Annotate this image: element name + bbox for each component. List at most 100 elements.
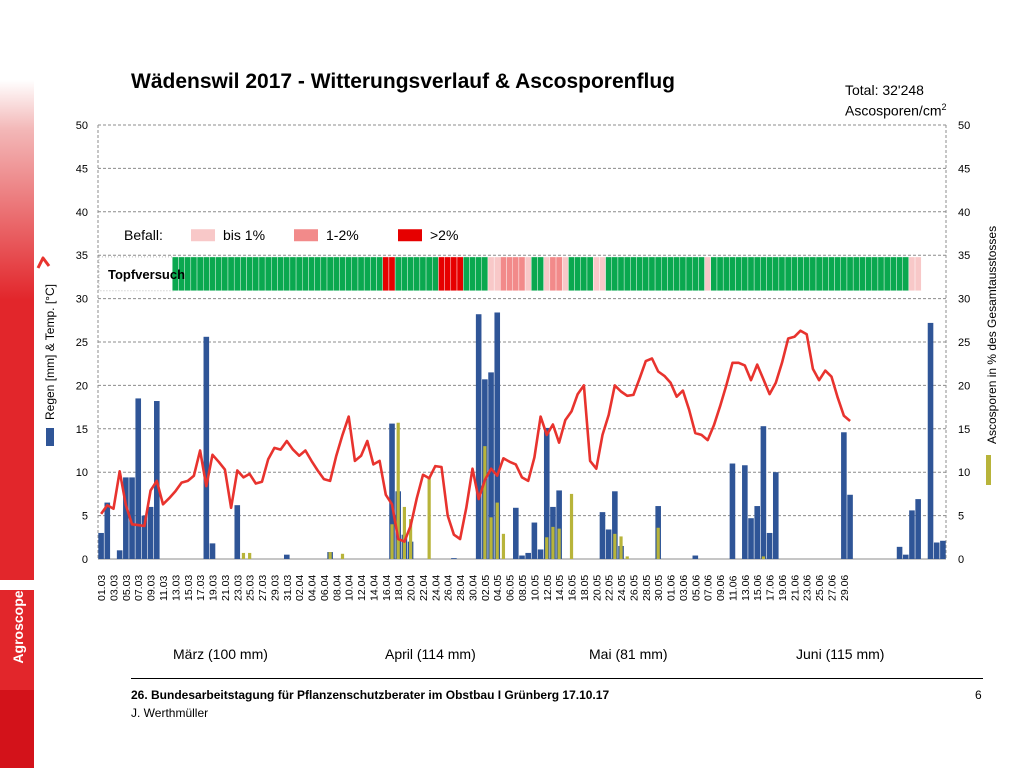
rain-bar bbox=[129, 477, 135, 559]
x-tick-label: 19.03 bbox=[208, 575, 220, 601]
infection-day-none bbox=[196, 256, 204, 291]
infection-day-none bbox=[803, 256, 811, 291]
infection-day-none bbox=[370, 256, 377, 291]
x-tick-label: 19.06 bbox=[777, 575, 789, 601]
x-tick-label: 05.06 bbox=[690, 575, 702, 601]
total-spores-value: Total: 32'248 bbox=[845, 82, 924, 98]
infection-day-none bbox=[184, 256, 192, 291]
footer-author: J. Werthmüller bbox=[131, 706, 209, 720]
infection-day-high bbox=[456, 256, 464, 291]
spore-bar bbox=[340, 553, 345, 559]
rain-bar bbox=[543, 427, 550, 559]
spore-bar bbox=[551, 526, 555, 559]
infection-day-none bbox=[753, 256, 761, 291]
x-tick-label: 13.03 bbox=[170, 575, 182, 601]
infection-day-none bbox=[630, 256, 637, 291]
x-tick-label: 06.04 bbox=[319, 575, 331, 601]
x-tick-label: 27.03 bbox=[257, 575, 269, 601]
x-tick-label: 25.03 bbox=[245, 575, 257, 601]
x-tick-label: 29.06 bbox=[839, 575, 851, 601]
x-tick-label: 12.05 bbox=[542, 575, 554, 601]
rain-bar bbox=[494, 312, 501, 559]
infection-day-none bbox=[215, 256, 222, 291]
rain-bar bbox=[940, 540, 946, 559]
infection-day-none bbox=[271, 256, 278, 291]
infection-day-none bbox=[413, 256, 421, 291]
infection-day-none bbox=[747, 256, 755, 291]
infection-day-none bbox=[586, 256, 594, 291]
rain-bar bbox=[766, 532, 773, 559]
infection-day-none bbox=[617, 256, 625, 291]
rain-legend-swatch bbox=[46, 428, 54, 446]
x-tick-label: 03.06 bbox=[678, 575, 690, 601]
rain-bar bbox=[519, 555, 525, 559]
rain-bar bbox=[123, 477, 129, 559]
infection-day-none bbox=[642, 256, 650, 291]
infection-day-none bbox=[741, 256, 749, 291]
infection-day-none bbox=[710, 256, 718, 291]
infection-day-low bbox=[543, 256, 551, 291]
x-tick-label: 12.04 bbox=[356, 575, 368, 601]
x-tick-label: 01.06 bbox=[666, 575, 678, 601]
infection-day-none bbox=[246, 256, 253, 291]
infection-day-none bbox=[685, 256, 693, 291]
infection-day-none bbox=[376, 256, 383, 291]
y-tick-label-left: 50 bbox=[76, 120, 88, 132]
x-tick-label: 22.04 bbox=[418, 575, 430, 601]
brand-sidebar bbox=[0, 0, 34, 580]
y-tick-label-left: 15 bbox=[76, 424, 88, 436]
infection-day-none bbox=[648, 256, 656, 291]
month-label-april: April (114 mm) bbox=[385, 646, 476, 662]
x-tick-label: 22.05 bbox=[604, 575, 616, 601]
infection-day-none bbox=[623, 256, 631, 291]
spore-legend-swatch bbox=[986, 455, 991, 485]
infection-day-none bbox=[481, 256, 489, 291]
infection-day-none bbox=[846, 256, 854, 291]
spore-bar bbox=[248, 552, 252, 559]
month-label-june: Juni (115 mm) bbox=[796, 646, 885, 662]
rain-bar bbox=[556, 490, 562, 559]
infection-day-low bbox=[592, 256, 600, 291]
infection-day-low bbox=[487, 256, 495, 291]
infection-day-none bbox=[760, 256, 767, 291]
rain-bar bbox=[841, 432, 847, 559]
rain-bar bbox=[729, 463, 736, 559]
infection-day-none bbox=[568, 256, 575, 291]
y-axis-label-left: Regen [mm] & Temp. [°C] bbox=[43, 284, 57, 420]
infection-day-none bbox=[289, 256, 297, 291]
legend-swatch bbox=[191, 229, 215, 242]
infection-day-none bbox=[574, 256, 582, 291]
brand-sidebar-footer bbox=[0, 690, 34, 768]
chart-title: Wädenswil 2017 - Witterungsverlauf & Asc… bbox=[131, 70, 675, 93]
rain-bar bbox=[742, 465, 748, 559]
temperature-line bbox=[100, 329, 851, 543]
infection-day-none bbox=[469, 256, 476, 291]
y-tick-label-right: 15 bbox=[958, 424, 970, 436]
rain-bar bbox=[135, 398, 142, 559]
rain-bar bbox=[612, 491, 618, 559]
infection-day-none bbox=[735, 256, 742, 291]
x-tick-label: 21.03 bbox=[220, 575, 232, 601]
infection-day-none bbox=[840, 256, 848, 291]
infection-day-none bbox=[240, 256, 247, 291]
rain-bar bbox=[692, 555, 699, 559]
infection-day-mid bbox=[555, 256, 563, 291]
rain-bar bbox=[760, 426, 767, 559]
y-tick-label-right: 25 bbox=[958, 337, 970, 349]
x-tick-label: 23.03 bbox=[232, 575, 244, 601]
rain-bar bbox=[537, 549, 544, 559]
rain-bar bbox=[754, 506, 761, 559]
rain-bar bbox=[98, 532, 104, 559]
infection-day-none bbox=[295, 256, 303, 291]
infection-day-none bbox=[320, 256, 328, 291]
infection-day-none bbox=[822, 256, 829, 291]
y-tick-label-right: 40 bbox=[958, 207, 970, 219]
topfversuch-label-box bbox=[98, 256, 174, 292]
legend-item: >2% bbox=[430, 227, 458, 243]
infection-day-none bbox=[277, 256, 284, 291]
footer-conference: 26. Bundesarbeitstagung für Pflanzenschu… bbox=[131, 688, 610, 702]
infection-day-none bbox=[227, 256, 235, 291]
infection-day-none bbox=[258, 256, 266, 291]
infection-day-none bbox=[203, 256, 210, 291]
x-tick-label: 13.06 bbox=[740, 575, 752, 601]
